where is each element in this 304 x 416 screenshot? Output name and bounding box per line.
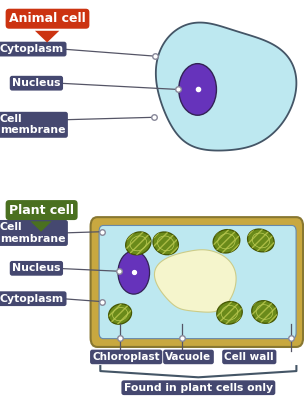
Ellipse shape: [217, 302, 242, 324]
Ellipse shape: [109, 304, 132, 324]
Circle shape: [179, 64, 216, 115]
Polygon shape: [30, 221, 52, 232]
Text: Nucleus: Nucleus: [12, 78, 61, 88]
Ellipse shape: [247, 229, 274, 252]
Text: Plant cell: Plant cell: [9, 203, 74, 217]
Ellipse shape: [213, 230, 240, 253]
Text: Cell
membrane: Cell membrane: [0, 223, 65, 243]
Ellipse shape: [153, 232, 178, 255]
Ellipse shape: [252, 301, 277, 323]
Text: Cell
membrane: Cell membrane: [0, 114, 65, 135]
FancyBboxPatch shape: [91, 217, 303, 347]
Polygon shape: [154, 250, 236, 312]
Text: Animal cell: Animal cell: [9, 12, 86, 25]
Text: Cytoplasm: Cytoplasm: [0, 44, 64, 54]
Text: Chloroplast: Chloroplast: [92, 352, 160, 362]
Circle shape: [118, 251, 150, 294]
Polygon shape: [156, 22, 296, 151]
Text: Found in plant cells only: Found in plant cells only: [124, 383, 273, 393]
Polygon shape: [35, 31, 59, 42]
FancyBboxPatch shape: [99, 225, 296, 339]
Text: Vacuole: Vacuole: [165, 352, 212, 362]
Text: Cytoplasm: Cytoplasm: [0, 294, 64, 304]
Text: Cell wall: Cell wall: [224, 352, 274, 362]
Ellipse shape: [126, 232, 151, 255]
Text: Nucleus: Nucleus: [12, 263, 61, 273]
